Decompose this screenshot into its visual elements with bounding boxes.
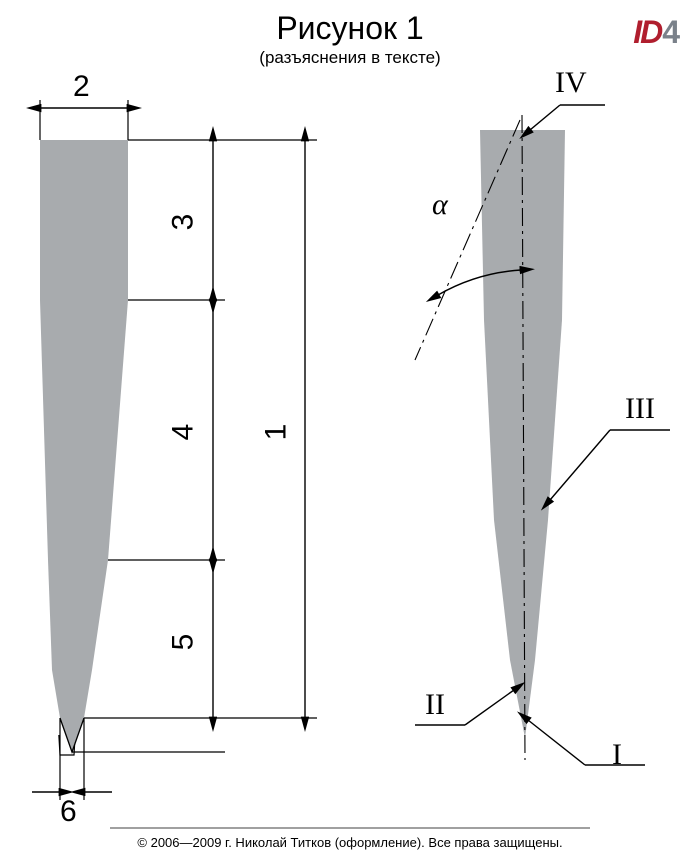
label-5: 5 xyxy=(166,634,200,651)
leader-III xyxy=(550,430,670,500)
leader-IV xyxy=(530,105,605,130)
technical-drawing xyxy=(0,0,700,860)
left-blade xyxy=(35,135,135,752)
label-I: I xyxy=(612,738,622,772)
label-alpha: α xyxy=(432,188,448,222)
right-blade xyxy=(480,115,565,760)
label-2: 2 xyxy=(73,70,90,104)
label-IV: IV xyxy=(555,66,587,100)
label-3: 3 xyxy=(166,214,200,231)
leader-I xyxy=(528,720,645,765)
label-1: 1 xyxy=(259,424,293,441)
label-6: 6 xyxy=(60,795,77,829)
dim-2 xyxy=(40,100,128,140)
label-II: II xyxy=(425,688,445,722)
label-4: 4 xyxy=(166,424,200,441)
copyright: © 2006—2009 г. Николай Титков (оформлени… xyxy=(0,835,700,850)
label-III: III xyxy=(625,392,655,426)
